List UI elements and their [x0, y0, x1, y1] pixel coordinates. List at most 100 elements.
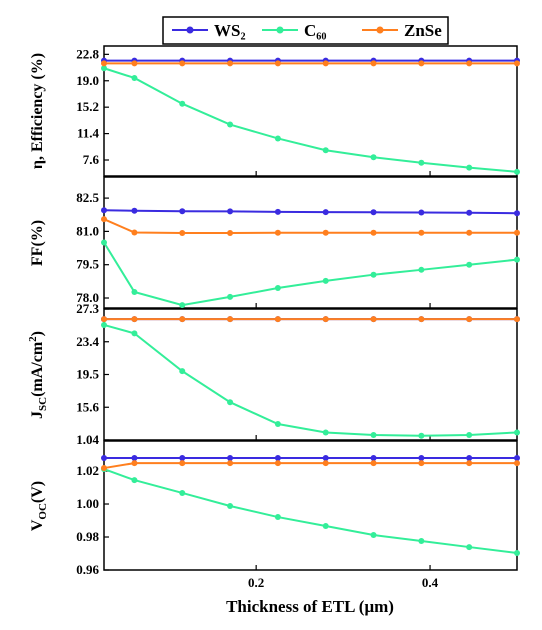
label-part: FF(%): [29, 220, 46, 266]
data-point: [274, 208, 281, 215]
data-point: [370, 271, 377, 278]
data-point: [131, 454, 138, 461]
data-point: [274, 229, 281, 236]
data-point: [131, 330, 138, 337]
data-point: [514, 454, 520, 461]
data-point: [466, 261, 473, 268]
data-point: [370, 60, 377, 67]
data-point: [370, 431, 377, 438]
data-point: [227, 454, 234, 461]
data-point: [466, 460, 473, 467]
y-tick-label: 81.0: [76, 223, 99, 238]
y-tick-label: 22.8: [76, 46, 99, 61]
data-point: [466, 60, 473, 67]
data-point: [274, 460, 281, 467]
data-point: [101, 321, 107, 328]
data-point: [131, 289, 138, 296]
y-tick-label: 15.2: [76, 99, 99, 114]
data-point: [370, 532, 377, 539]
data-point: [179, 368, 186, 375]
data-point: [101, 207, 107, 214]
data-point: [131, 477, 138, 484]
data-point: [131, 74, 138, 81]
label-part: 2: [27, 336, 39, 342]
data-point: [131, 60, 138, 67]
data-point: [418, 454, 425, 461]
y-axis-label: VOC(V): [29, 481, 49, 531]
data-point: [322, 454, 329, 461]
data-point: [274, 135, 281, 142]
x-tick-label: 0.4: [422, 575, 439, 590]
y-tick-label: 11.4: [77, 126, 100, 141]
data-point: [514, 168, 520, 175]
data-point: [466, 164, 473, 171]
data-point: [227, 399, 234, 406]
data-point: [179, 316, 186, 323]
data-point: [101, 65, 107, 72]
series-line: [103, 462, 517, 470]
data-point: [466, 209, 473, 216]
data-point: [179, 302, 186, 309]
data-point: [418, 209, 425, 216]
data-point: [322, 460, 329, 467]
data-point: [322, 209, 329, 216]
data-point: [322, 147, 329, 154]
data-point: [274, 60, 281, 67]
data-point: [274, 316, 281, 323]
y-tick-label: 1.00: [76, 496, 99, 511]
y-axis-label: JSC(mA/cm2): [27, 331, 49, 419]
data-point: [514, 550, 520, 557]
series-line: [103, 209, 518, 215]
data-point: [514, 256, 520, 263]
data-point: [101, 216, 107, 223]
data-point: [179, 489, 186, 496]
data-point: [131, 207, 138, 214]
legend: WS₂ C₆₀ ZnSe: [162, 16, 449, 45]
data-point: [418, 316, 425, 323]
data-point: [322, 229, 329, 236]
label-part: OC: [37, 503, 49, 520]
series-line: [103, 241, 518, 307]
y-tick-label: 1.02: [76, 463, 99, 478]
data-point: [227, 502, 234, 509]
series-line: [103, 323, 518, 437]
data-point: [101, 239, 107, 246]
data-point: [370, 229, 377, 236]
data-point: [514, 60, 520, 67]
data-point: [179, 100, 186, 107]
label-part: J: [29, 411, 46, 419]
data-point: [322, 316, 329, 323]
x-axis-label: Thickness of ETL (μm): [226, 597, 394, 616]
data-point: [370, 316, 377, 323]
data-point: [370, 460, 377, 467]
y-tick-label: 79.5: [76, 257, 99, 272]
series-line: [103, 468, 518, 555]
data-point: [274, 285, 281, 292]
y-axis-label: FF(%): [29, 220, 46, 266]
data-point: [179, 60, 186, 67]
data-point: [274, 421, 281, 428]
y-tick-label: 78.0: [76, 290, 99, 305]
y-tick-label: 7.6: [83, 152, 100, 167]
label-part: SC: [37, 397, 49, 411]
legend-box: [162, 16, 449, 45]
data-point: [514, 229, 520, 236]
data-point: [227, 60, 234, 67]
data-point: [418, 537, 425, 544]
data-point: [227, 121, 234, 128]
legend-label: ZnSe: [404, 21, 442, 40]
data-point: [274, 514, 281, 521]
plot-frame: [103, 440, 518, 571]
legend-marker: [186, 26, 194, 34]
data-point: [131, 229, 138, 236]
data-point: [322, 277, 329, 284]
y-tick-label: 19.0: [76, 73, 99, 88]
y-tick-label: 82.5: [76, 190, 99, 205]
y-tick-label: 1.04: [76, 432, 99, 447]
data-point: [418, 266, 425, 273]
series-line: [103, 67, 518, 173]
y-tick-label: 19.5: [76, 367, 99, 382]
data-point: [227, 316, 234, 323]
label-part: (V): [29, 481, 46, 503]
